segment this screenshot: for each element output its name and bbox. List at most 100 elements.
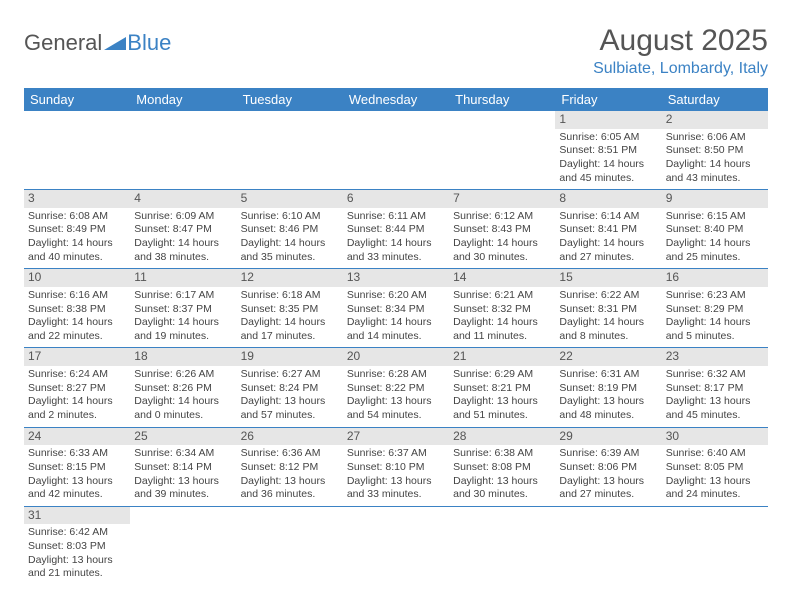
day-sunset: Sunset: 8:43 PM [453,223,551,237]
calendar-cell: 8 Sunrise: 6:14 AMSunset: 8:41 PMDaylight… [555,190,661,269]
calendar-cell: 9 Sunrise: 6:15 AMSunset: 8:40 PMDaylight… [662,190,768,269]
day-sunrise: Sunrise: 6:27 AM [241,368,339,382]
day-day2: and 39 minutes. [134,488,232,502]
day-day2: and 2 minutes. [28,409,126,423]
day-sunset: Sunset: 8:50 PM [666,144,764,158]
page-title-location: Sulbiate, Lombardy, Italy [593,60,768,78]
day-day2: and 51 minutes. [453,409,551,423]
calendar-cell: 7 Sunrise: 6:12 AMSunset: 8:43 PMDaylight… [449,190,555,269]
day-day2: and 22 minutes. [28,330,126,344]
day-sunrise: Sunrise: 6:20 AM [347,289,445,303]
day-sunset: Sunset: 8:08 PM [453,461,551,475]
day-number: 15 [555,269,661,287]
day-details: Sunrise: 6:29 AMSunset: 8:21 PMDaylight:… [453,368,551,423]
day-day2: and 14 minutes. [347,330,445,344]
day-day2: and 43 minutes. [666,172,764,186]
day-sunset: Sunset: 8:29 PM [666,303,764,317]
day-sunrise: Sunrise: 6:23 AM [666,289,764,303]
day-day1: Daylight: 13 hours [28,554,126,568]
day-number: 14 [449,269,555,287]
calendar-cell: 21 Sunrise: 6:29 AMSunset: 8:21 PMDayligh… [449,348,555,427]
day-day1: Daylight: 14 hours [134,237,232,251]
calendar-cell: 22Sunrise: 6:31 AMSunset: 8:19 PMDayligh… [555,348,661,427]
calendar-cell [237,111,343,190]
day-sunset: Sunset: 8:17 PM [666,382,764,396]
calendar-cell: 27Sunrise: 6:37 AMSunset: 8:10 PMDayligh… [343,427,449,506]
day-number: 12 [237,269,343,287]
day-details: Sunrise: 6:15 AMSunset: 8:40 PMDaylight:… [666,210,764,265]
day-day1: Daylight: 14 hours [559,158,657,172]
day-details: Sunrise: 6:34 AMSunset: 8:14 PMDaylight:… [134,447,232,502]
day-day2: and 45 minutes. [559,172,657,186]
day-day2: and 33 minutes. [347,488,445,502]
day-day1: Daylight: 13 hours [241,475,339,489]
day-number: 30 [662,428,768,446]
day-sunrise: Sunrise: 6:09 AM [134,210,232,224]
day-day1: Daylight: 14 hours [134,316,232,330]
day-number: 6 [343,190,449,208]
calendar-cell: 1Sunrise: 6:05 AMSunset: 8:51 PMDaylight… [555,111,661,190]
day-details: Sunrise: 6:16 AMSunset: 8:38 PMDaylight:… [28,289,126,344]
day-number: 8 [555,190,661,208]
calendar-week-row: 24Sunrise: 6:33 AMSunset: 8:15 PMDayligh… [24,427,768,506]
day-sunrise: Sunrise: 6:36 AM [241,447,339,461]
day-details: Sunrise: 6:10 AMSunset: 8:46 PMDaylight:… [241,210,339,265]
day-sunset: Sunset: 8:31 PM [559,303,657,317]
day-day2: and 8 minutes. [559,330,657,344]
day-details: Sunrise: 6:23 AMSunset: 8:29 PMDaylight:… [666,289,764,344]
day-sunset: Sunset: 8:03 PM [28,540,126,554]
calendar-cell [343,111,449,190]
calendar-cell: 26Sunrise: 6:36 AMSunset: 8:12 PMDayligh… [237,427,343,506]
day-day2: and 42 minutes. [28,488,126,502]
day-details: Sunrise: 6:42 AMSunset: 8:03 PMDaylight:… [28,526,126,581]
day-sunset: Sunset: 8:19 PM [559,382,657,396]
day-details: Sunrise: 6:14 AMSunset: 8:41 PMDaylight:… [559,210,657,265]
weekday-header: Wednesday [343,88,449,111]
day-sunset: Sunset: 8:40 PM [666,223,764,237]
day-day2: and 30 minutes. [453,251,551,265]
day-number: 9 [662,190,768,208]
day-details: Sunrise: 6:28 AMSunset: 8:22 PMDaylight:… [347,368,445,423]
day-sunset: Sunset: 8:24 PM [241,382,339,396]
calendar-cell [662,506,768,585]
weekday-header: Thursday [449,88,555,111]
day-day1: Daylight: 13 hours [666,475,764,489]
day-details: Sunrise: 6:11 AMSunset: 8:44 PMDaylight:… [347,210,445,265]
calendar-cell [237,506,343,585]
day-sunrise: Sunrise: 6:39 AM [559,447,657,461]
day-number: 10 [24,269,130,287]
day-number: 21 [449,348,555,366]
day-day2: and 54 minutes. [347,409,445,423]
calendar-week-row: 31Sunrise: 6:42 AMSunset: 8:03 PMDayligh… [24,506,768,585]
calendar-cell: 24Sunrise: 6:33 AMSunset: 8:15 PMDayligh… [24,427,130,506]
calendar-cell: 28Sunrise: 6:38 AMSunset: 8:08 PMDayligh… [449,427,555,506]
day-details: Sunrise: 6:26 AMSunset: 8:26 PMDaylight:… [134,368,232,423]
day-day2: and 38 minutes. [134,251,232,265]
weekday-header: Tuesday [237,88,343,111]
day-day1: Daylight: 14 hours [666,158,764,172]
calendar-cell: 14Sunrise: 6:21 AMSunset: 8:32 PMDayligh… [449,269,555,348]
calendar-cell [24,111,130,190]
day-details: Sunrise: 6:12 AMSunset: 8:43 PMDaylight:… [453,210,551,265]
calendar-cell [343,506,449,585]
day-number: 29 [555,428,661,446]
calendar-cell: 4Sunrise: 6:09 AMSunset: 8:47 PMDaylight… [130,190,236,269]
day-day1: Daylight: 14 hours [28,237,126,251]
day-day2: and 35 minutes. [241,251,339,265]
day-sunset: Sunset: 8:10 PM [347,461,445,475]
day-day1: Daylight: 14 hours [453,237,551,251]
weekday-header: Sunday [24,88,130,111]
day-sunrise: Sunrise: 6:15 AM [666,210,764,224]
day-number: 28 [449,428,555,446]
day-sunrise: Sunrise: 6:28 AM [347,368,445,382]
day-sunrise: Sunrise: 6:08 AM [28,210,126,224]
day-number: 3 [24,190,130,208]
day-sunrise: Sunrise: 6:12 AM [453,210,551,224]
day-sunrise: Sunrise: 6:05 AM [559,131,657,145]
day-day1: Daylight: 14 hours [241,237,339,251]
day-sunrise: Sunrise: 6:26 AM [134,368,232,382]
day-number: 7 [449,190,555,208]
title-block: August 2025 Sulbiate, Lombardy, Italy [593,24,768,78]
calendar-cell: 10 Sunrise: 6:16 AMSunset: 8:38 PMDayligh… [24,269,130,348]
day-sunset: Sunset: 8:47 PM [134,223,232,237]
